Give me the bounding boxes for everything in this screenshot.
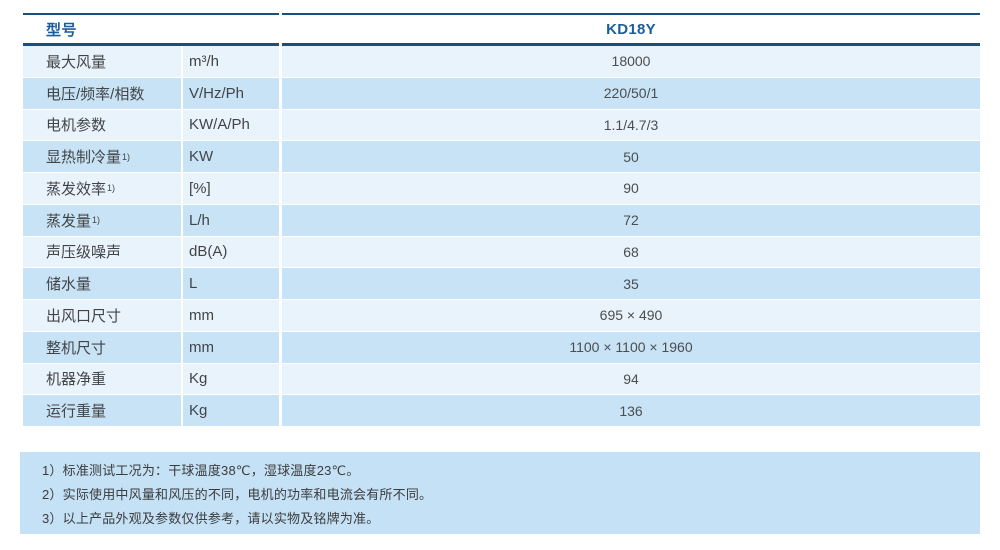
spec-row: 出风口尺寸 mm 695 × 490 <box>23 300 980 331</box>
spec-table: 型号 KD18Y 最大风量 m³/h 18000 电压/频率/相数 V/Hz/Ph 220… <box>23 13 980 426</box>
spec-row: 显热制冷量 1) KW 50 <box>23 141 980 172</box>
footnote-marker: 1) <box>122 151 131 162</box>
spec-row: 机器净重 Kg 94 <box>23 363 980 395</box>
spec-value: 35 <box>282 268 980 299</box>
footnote-line: 3）以上产品外观及参数仅供参考，请以实物及铭牌为准。 <box>42 511 380 526</box>
footnote-line: 1）标准测试工况为：干球温度38℃，湿球温度23℃。 <box>42 463 360 478</box>
spec-unit: Kg <box>183 395 279 426</box>
spec-label: 机器净重 <box>23 363 181 395</box>
spec-value: 68 <box>282 236 980 268</box>
model-header-value: KD18Y <box>606 20 656 38</box>
spec-value: 72 <box>282 204 980 236</box>
spec-unit: KW <box>183 141 279 172</box>
spec-value: 136 <box>282 395 980 426</box>
model-header-label: 型号 <box>46 21 78 39</box>
footnotes-box: 1）标准测试工况为：干球温度38℃，湿球温度23℃。 2）实际使用中风量和风压的不… <box>20 452 980 534</box>
spec-row: 储水量 L 35 <box>23 268 980 299</box>
spec-value: 1100 × 1100 × 1960 <box>282 331 980 363</box>
spec-row: 整机尺寸 mm 1100 × 1100 × 1960 <box>23 331 980 363</box>
spec-value: 94 <box>282 363 980 395</box>
header-underline-rule <box>23 43 980 46</box>
footnote-marker: 1) <box>107 183 116 194</box>
spec-value: 695 × 490 <box>282 300 980 331</box>
spec-label: 蒸发效率 1) <box>23 173 181 204</box>
spec-unit: m³/h <box>183 46 279 77</box>
spec-label: 出风口尺寸 <box>23 300 181 331</box>
spec-value: 220/50/1 <box>282 77 980 109</box>
spec-row: 电机参数 KW/A/Ph 1.1/4.7/3 <box>23 109 980 141</box>
table-top-rule <box>23 13 980 15</box>
top-rule-right-segment <box>282 13 980 15</box>
spec-value: 90 <box>282 173 980 204</box>
footnote-marker: 1) <box>92 215 101 226</box>
spec-label: 运行重量 <box>23 395 181 426</box>
spec-row: 蒸发量 1) L/h 72 <box>23 204 980 236</box>
spec-unit: mm <box>183 300 279 331</box>
spec-label: 电机参数 <box>23 109 181 141</box>
spec-unit: L <box>183 268 279 299</box>
spec-value: 18000 <box>282 46 980 77</box>
underline-left-segment <box>23 43 279 46</box>
spec-row: 声压级噪声 dB(A) 68 <box>23 236 980 268</box>
spec-row: 蒸发效率 1) [%] 90 <box>23 173 980 204</box>
underline-right-segment <box>282 43 980 46</box>
table-header-row: 型号 KD18Y <box>23 15 980 43</box>
spec-label: 整机尺寸 <box>23 331 181 363</box>
spec-unit: [%] <box>183 173 279 204</box>
spec-unit: dB(A) <box>183 236 279 268</box>
spec-label: 储水量 <box>23 268 181 299</box>
spec-label: 声压级噪声 <box>23 236 181 268</box>
footnote-line: 2）实际使用中风量和风压的不同，电机的功率和电流会有所不同。 <box>42 487 433 502</box>
spec-value: 1.1/4.7/3 <box>282 109 980 141</box>
spec-row: 最大风量 m³/h 18000 <box>23 46 980 77</box>
spec-unit: V/Hz/Ph <box>183 77 279 109</box>
spec-unit: L/h <box>183 204 279 236</box>
spec-label: 电压/频率/相数 <box>23 77 181 109</box>
spec-value: 50 <box>282 141 980 172</box>
spec-label: 最大风量 <box>23 46 181 77</box>
spec-label: 显热制冷量 1) <box>23 141 181 172</box>
spec-label: 蒸发量 1) <box>23 204 181 236</box>
spec-rows: 最大风量 m³/h 18000 电压/频率/相数 V/Hz/Ph 220/50/1 电机参数… <box>23 46 980 426</box>
spec-unit: mm <box>183 331 279 363</box>
spec-row: 电压/频率/相数 V/Hz/Ph 220/50/1 <box>23 77 980 109</box>
top-rule-left-segment <box>23 13 279 15</box>
spec-unit: Kg <box>183 363 279 395</box>
spec-row: 运行重量 Kg 136 <box>23 395 980 426</box>
spec-unit: KW/A/Ph <box>183 109 279 141</box>
